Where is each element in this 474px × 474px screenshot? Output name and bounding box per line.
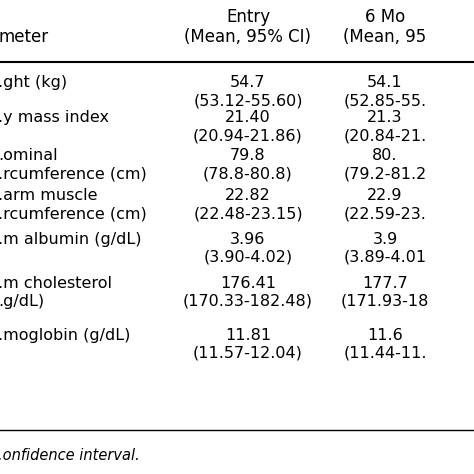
Text: 21.40: 21.40 xyxy=(225,110,271,125)
Text: (20.84-21.: (20.84-21. xyxy=(343,128,427,143)
Text: 3.96: 3.96 xyxy=(230,232,266,247)
Text: (22.59-23.: (22.59-23. xyxy=(344,206,427,221)
Text: 79.8: 79.8 xyxy=(230,148,266,163)
Text: (20.94-21.86): (20.94-21.86) xyxy=(193,128,303,143)
Text: meter: meter xyxy=(0,28,48,46)
Text: 6 Mo: 6 Mo xyxy=(365,8,405,26)
Text: (3.90-4.02): (3.90-4.02) xyxy=(203,250,292,265)
Text: (3.89-4.01: (3.89-4.01 xyxy=(344,250,427,265)
Text: .moglobin (g/dL): .moglobin (g/dL) xyxy=(0,328,130,343)
Text: (22.48-23.15): (22.48-23.15) xyxy=(193,206,303,221)
Text: .y mass index: .y mass index xyxy=(0,110,109,125)
Text: (11.57-12.04): (11.57-12.04) xyxy=(193,346,303,361)
Text: (171.93-18: (171.93-18 xyxy=(341,294,429,309)
Text: .arm muscle: .arm muscle xyxy=(0,188,98,203)
Text: (Mean, 95% CI): (Mean, 95% CI) xyxy=(184,28,311,46)
Text: .rcumference (cm): .rcumference (cm) xyxy=(0,166,147,181)
Text: .rcumference (cm): .rcumference (cm) xyxy=(0,206,147,221)
Text: (53.12-55.60): (53.12-55.60) xyxy=(193,93,303,108)
Text: .ominal: .ominal xyxy=(0,148,58,163)
Text: 177.7: 177.7 xyxy=(362,276,408,291)
Text: .m albumin (g/dL): .m albumin (g/dL) xyxy=(0,232,142,247)
Text: (11.44-11.: (11.44-11. xyxy=(343,346,427,361)
Text: 21.3: 21.3 xyxy=(367,110,403,125)
Text: .g/dL): .g/dL) xyxy=(0,294,44,309)
Text: Entry: Entry xyxy=(226,8,270,26)
Text: 11.6: 11.6 xyxy=(367,328,403,343)
Text: 3.9: 3.9 xyxy=(373,232,398,247)
Text: (52.85-55.: (52.85-55. xyxy=(344,93,427,108)
Text: 11.81: 11.81 xyxy=(225,328,271,343)
Text: .m cholesterol: .m cholesterol xyxy=(0,276,112,291)
Text: (170.33-182.48): (170.33-182.48) xyxy=(183,294,313,309)
Text: .onfidence interval.: .onfidence interval. xyxy=(0,448,140,463)
Text: 80.: 80. xyxy=(372,148,398,163)
Text: (78.8-80.8): (78.8-80.8) xyxy=(203,166,293,181)
Text: 22.82: 22.82 xyxy=(225,188,271,203)
Text: (Mean, 95: (Mean, 95 xyxy=(343,28,427,46)
Text: 54.1: 54.1 xyxy=(367,75,403,90)
Text: 22.9: 22.9 xyxy=(367,188,403,203)
Text: 176.41: 176.41 xyxy=(220,276,276,291)
Text: 54.7: 54.7 xyxy=(230,75,266,90)
Text: (79.2-81.2: (79.2-81.2 xyxy=(343,166,427,181)
Text: .ght (kg): .ght (kg) xyxy=(0,75,67,90)
